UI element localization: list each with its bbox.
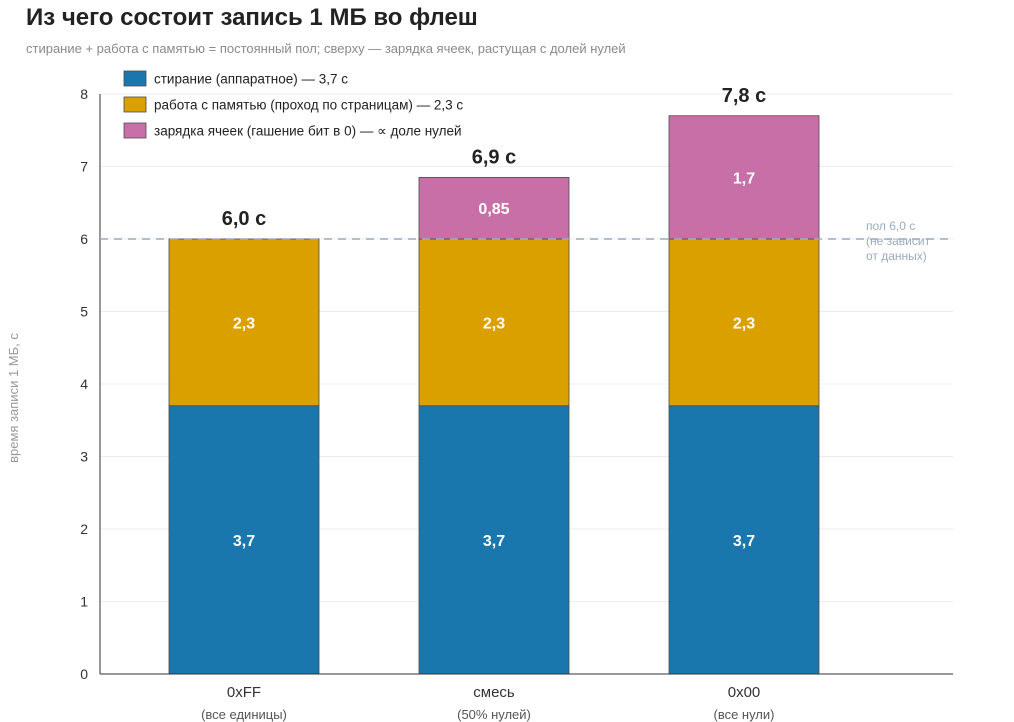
segment-value-label: 1,7 (733, 170, 755, 187)
segment-value-label: 3,7 (733, 533, 755, 550)
y-tick-label: 2 (80, 521, 88, 537)
y-tick-label: 4 (80, 376, 88, 392)
legend-label: зарядка ячеек (гашение бит в 0) — ∝ доле… (154, 124, 462, 139)
chart-subtitle: стирание + работа с памятью = постоянный… (26, 41, 626, 56)
y-tick-label: 5 (80, 304, 88, 320)
segment-value-label: 0,85 (478, 201, 509, 218)
bar-segment (418, 405, 570, 675)
x-tick-sublabel: (50% нулей) (457, 707, 531, 722)
bar-total-label: 6,9 с (472, 146, 516, 168)
segment-value-label: 3,7 (233, 533, 255, 550)
y-tick-label: 7 (80, 159, 88, 175)
segment-value-label: 2,3 (233, 315, 255, 332)
legend-label: стирание (аппаратное) — 3,7 с (154, 72, 348, 87)
x-tick-sublabel: (все единицы) (201, 707, 287, 722)
x-tick-sublabel: (все нули) (713, 707, 774, 722)
y-tick-label: 6 (80, 231, 88, 247)
reference-line-label: от данных) (866, 249, 927, 263)
segment-value-label: 2,3 (483, 315, 505, 332)
y-tick-label: 1 (80, 594, 88, 610)
legend-swatch (123, 96, 147, 113)
x-tick-label: смесь (473, 684, 515, 701)
bar-segment (668, 405, 820, 675)
reference-line-label: пол 6,0 с (866, 219, 915, 233)
bar-total-label: 6,0 с (222, 208, 266, 230)
y-axis-label: время записи 1 МБ, с (6, 333, 21, 463)
bar-segment (168, 405, 320, 675)
bar-segment (668, 238, 820, 407)
y-tick-label: 8 (80, 86, 88, 102)
reference-line-label: (не зависит (866, 234, 931, 248)
x-tick-label: 0xFF (227, 684, 261, 701)
y-tick-label: 0 (80, 666, 88, 682)
segment-value-label: 3,7 (483, 533, 505, 550)
legend-swatch (123, 70, 147, 87)
legend-label: работа с памятью (проход по страницам) —… (154, 98, 463, 113)
bar-segment (418, 176, 570, 240)
bar-segment (668, 115, 820, 240)
bar-total-label: 7,8 с (722, 85, 766, 107)
chart-title: Из чего состоит запись 1 МБ во флеш (26, 4, 478, 31)
legend-swatch (123, 122, 147, 139)
x-tick-label: 0x00 (728, 684, 761, 701)
segment-value-label: 2,3 (733, 315, 755, 332)
y-tick-label: 3 (80, 449, 88, 465)
